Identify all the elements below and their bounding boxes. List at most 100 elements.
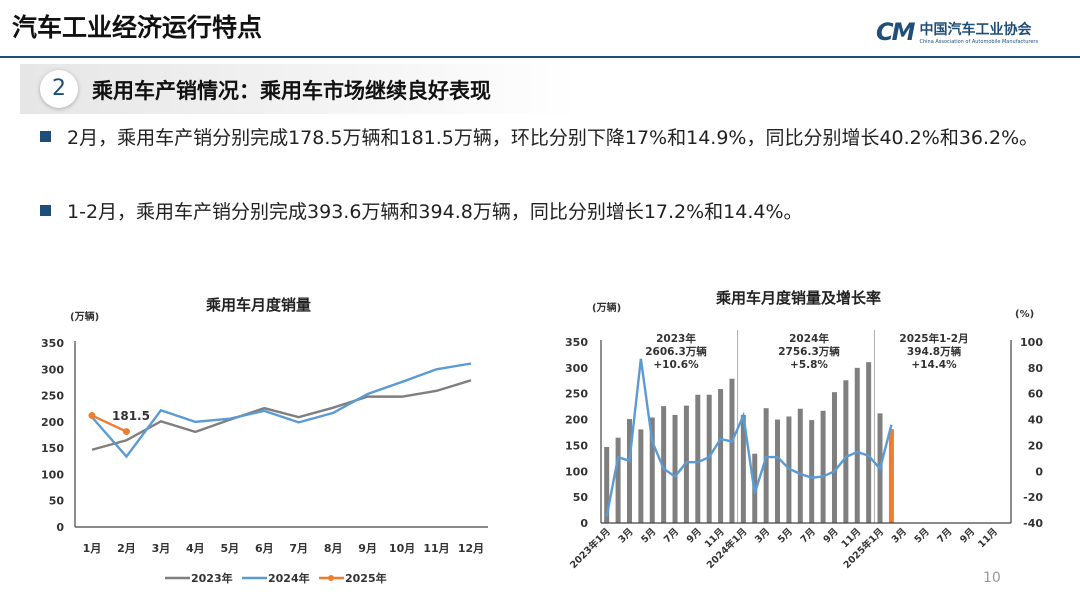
logo-en: China Association of Automobile Manufact… <box>919 39 1039 45</box>
x-tick-label: 3月 <box>152 542 171 555</box>
y-tick-label: 200 <box>565 414 588 427</box>
period-annotation: +10.6% <box>653 359 699 371</box>
x-tick-label: 5月 <box>639 526 658 545</box>
section-title: 乘用车产销情况：乘用车市场继续良好表现 <box>92 79 491 103</box>
x-tick-label: 7月 <box>289 542 308 555</box>
header-divider <box>0 56 1080 58</box>
bar <box>820 410 826 523</box>
y-tick-label: 50 <box>49 495 65 508</box>
x-tick-label: 11月 <box>423 542 449 555</box>
period-annotation: 2756.3万辆 <box>778 345 840 358</box>
chart2-unit-left: (万辆) <box>592 301 621 314</box>
y-tick-label: 200 <box>41 416 64 429</box>
bar <box>866 362 872 523</box>
x-tick-label: 10月 <box>389 542 415 555</box>
bar <box>695 394 701 523</box>
data-point <box>88 412 96 420</box>
y-tick-label: 250 <box>41 390 64 403</box>
logo: CM 中国汽车工业协会 China Association of Automobi… <box>876 18 1038 46</box>
x-tick-label: 7月 <box>662 526 681 545</box>
chart1-title: 乘用车月度销量 <box>206 296 312 314</box>
x-tick-label: 3月 <box>890 526 909 545</box>
period-annotation: +5.8% <box>790 359 828 371</box>
legend-label: 2025年 <box>345 571 387 585</box>
bar <box>626 419 632 523</box>
bullet-square-icon <box>40 205 51 216</box>
x-tick-label: 3月 <box>616 526 635 545</box>
logo-mark: CM <box>876 18 915 46</box>
y-tick-label: 350 <box>41 337 64 350</box>
series-line-2025年 <box>91 414 127 433</box>
y2-tick-label: 100 <box>1020 336 1043 349</box>
series-line-2023年 <box>91 379 472 451</box>
x-tick-label: 4月 <box>186 542 205 555</box>
x-tick-label: 9月 <box>685 526 704 545</box>
y-tick-label: 150 <box>565 439 588 452</box>
y-tick-label: 0 <box>580 517 588 530</box>
x-tick-label: 1月 <box>83 542 102 555</box>
page-number: 10 <box>983 570 1001 586</box>
y-tick-label: 100 <box>41 468 64 481</box>
period-annotation: 394.8万辆 <box>907 345 962 358</box>
data-label: 181.5 <box>112 409 150 423</box>
x-tick-label: 5月 <box>220 542 239 555</box>
y-tick-label: 50 <box>573 491 589 504</box>
y-tick-label: 300 <box>565 362 588 375</box>
y2-tick-label: -20 <box>1023 491 1043 504</box>
x-tick-label: 2月 <box>117 542 136 555</box>
bar <box>706 394 712 523</box>
bullet-1: 2月，乘用车产销分别完成178.5万辆和181.5万辆，环比分别下降17%和14… <box>40 123 1050 154</box>
bullet-2: 1-2月，乘用车产销分别完成393.6万辆和394.8万辆，同比分别增长17.2… <box>40 197 1050 228</box>
x-tick-label: 7月 <box>799 526 818 545</box>
y-tick-label: 300 <box>41 363 64 376</box>
x-tick-label: 9月 <box>958 526 977 545</box>
series-line-2024年 <box>91 362 472 459</box>
chart2-title: 乘用车月度销量及增长率 <box>716 289 882 307</box>
x-tick-label: 11月 <box>976 526 1000 550</box>
section-header: 2 乘用车产销情况：乘用车市场继续良好表现 <box>20 64 580 114</box>
period-annotation: 2024年 <box>789 332 829 345</box>
bar <box>775 419 781 523</box>
x-tick-label: 2023年1月 <box>568 526 613 571</box>
x-tick-label: 5月 <box>913 526 932 545</box>
y2-tick-label: 40 <box>1028 414 1044 427</box>
x-tick-label: 3月 <box>753 526 772 545</box>
bar <box>809 420 815 523</box>
bar <box>797 408 803 523</box>
y2-tick-label: -40 <box>1023 517 1043 530</box>
y-tick-label: 350 <box>565 336 588 349</box>
slide-title: 汽车工业经济运行特点 <box>12 13 263 42</box>
legend-label: 2023年 <box>191 571 233 585</box>
x-tick-label: 6月 <box>255 542 274 555</box>
legend-label: 2024年 <box>268 571 310 585</box>
y-tick-label: 0 <box>56 521 64 534</box>
section-number: 2 <box>40 70 78 108</box>
data-point <box>122 428 130 436</box>
x-tick-label: 7月 <box>935 526 954 545</box>
logo-cn: 中国汽车工业协会 <box>919 22 1032 38</box>
y2-tick-label: 60 <box>1028 388 1044 401</box>
bullet-text: 1-2月，乘用车产销分别完成393.6万辆和394.8万辆，同比分别增长17.2… <box>67 201 803 223</box>
bar <box>888 429 894 523</box>
bar <box>740 414 746 523</box>
bar <box>615 437 621 523</box>
y2-tick-label: 0 <box>1035 465 1043 478</box>
bar <box>763 408 769 523</box>
bar <box>638 429 644 523</box>
chart1-unit: (万辆) <box>70 310 99 323</box>
bar <box>718 389 724 523</box>
period-annotation: 2606.3万辆 <box>645 345 707 358</box>
bullet-square-icon <box>40 131 51 142</box>
y2-tick-label: 80 <box>1028 362 1044 375</box>
period-annotation: 2025年1-2月 <box>899 332 968 345</box>
y-tick-label: 100 <box>565 465 588 478</box>
bar <box>683 405 689 523</box>
x-tick-label: 9月 <box>358 542 377 555</box>
y-tick-label: 150 <box>41 442 64 455</box>
bar <box>661 406 667 523</box>
period-annotation: +14.4% <box>911 359 957 371</box>
bar <box>672 414 678 523</box>
legend-marker <box>328 575 334 581</box>
bar <box>729 378 735 523</box>
